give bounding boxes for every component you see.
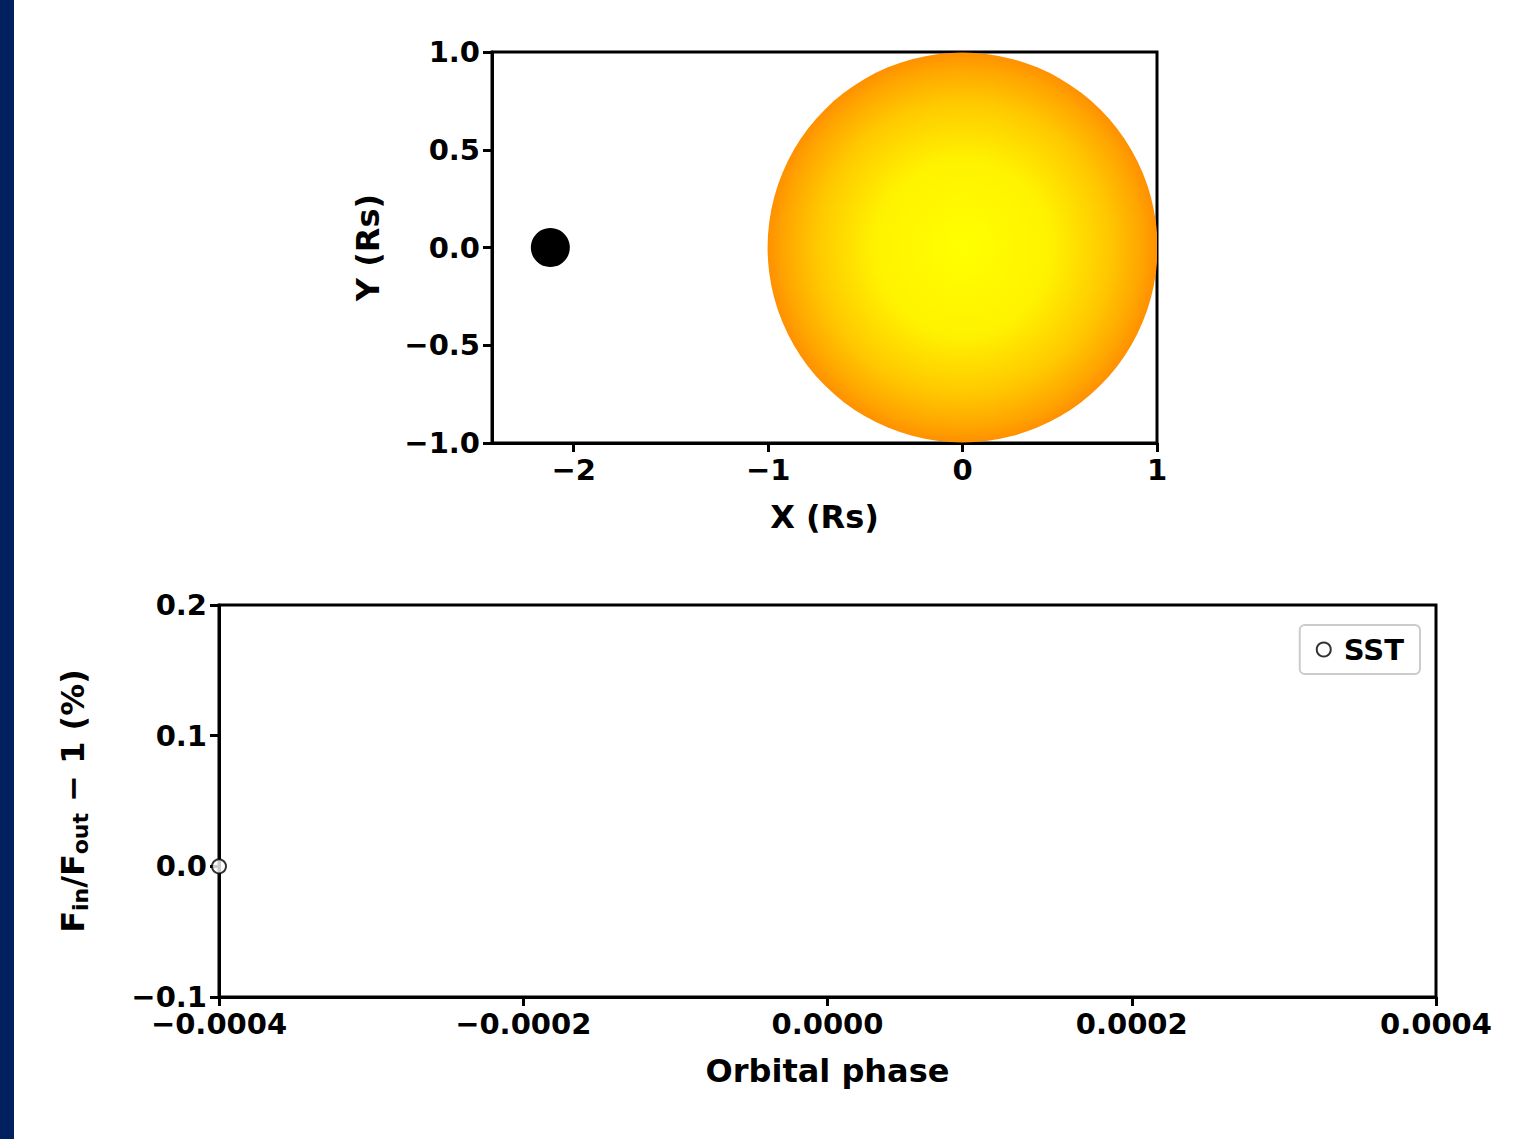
svg-text:−2: −2 [551,453,595,487]
svg-text:−0.0002: −0.0002 [455,1007,591,1041]
svg-text:in: in [68,888,93,911]
svg-text:0.2: 0.2 [156,588,207,622]
svg-text:0.1: 0.1 [156,719,207,753]
svg-text:1.0: 1.0 [429,35,480,69]
svg-text:out: out [68,812,93,854]
svg-text:−1: −1 [746,453,790,487]
svg-text:/F: /F [54,854,92,888]
svg-text:0.0004: 0.0004 [1380,1007,1492,1041]
svg-text:−0.5: −0.5 [404,328,480,362]
svg-text:0.0: 0.0 [429,231,480,265]
svg-text:0.0000: 0.0000 [772,1007,884,1041]
svg-text:−0.0004: −0.0004 [151,1007,287,1041]
svg-text:− 1 (%): − 1 (%) [54,669,92,813]
svg-text:0.0: 0.0 [156,849,207,883]
svg-text:−0.1: −0.1 [131,980,207,1014]
svg-text:F: F [54,911,92,933]
svg-text:Y (Rs): Y (Rs) [349,194,387,302]
svg-text:X (Rs): X (Rs) [770,498,879,536]
svg-text:Orbital phase: Orbital phase [706,1052,950,1090]
svg-text:0.0002: 0.0002 [1076,1007,1188,1041]
svg-text:0.5: 0.5 [429,133,480,167]
svg-text:SST: SST [1344,633,1404,667]
svg-text:1: 1 [1147,453,1167,487]
svg-text:0: 0 [952,453,972,487]
svg-text:−1.0: −1.0 [404,426,480,460]
